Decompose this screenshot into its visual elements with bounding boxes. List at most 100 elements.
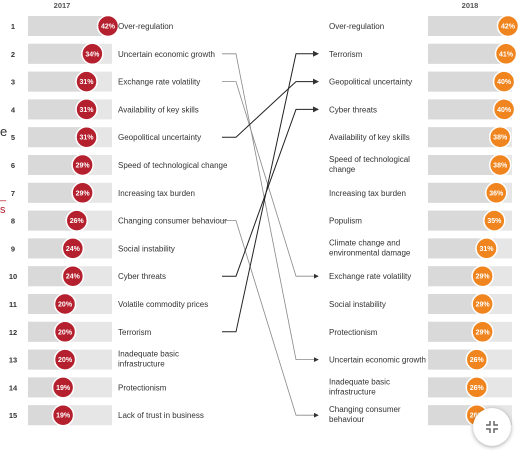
bar-fill-2017-exchange-rate-volatility — [28, 71, 89, 92]
rank-2: 2 — [11, 50, 15, 59]
label-2018-over-regulation: Over-regulation — [329, 22, 384, 31]
label-2018-social-instability: Social instability — [329, 300, 386, 309]
rank-10: 10 — [9, 272, 17, 281]
value-label-2018-geopolitical-uncertainty: 40% — [497, 79, 512, 86]
bar-fill-2018-inadequate-basic-infrastructure — [428, 377, 479, 398]
value-bubble-2017-uncertain-economic-growth — [81, 42, 104, 66]
side-mark-letter-red: s — [0, 204, 6, 216]
bar-fill-2018-availability-of-key-skills — [428, 127, 503, 148]
value-bubble-2017-exchange-rate-volatility — [75, 70, 98, 93]
label-2017-terrorism: Terrorism — [118, 328, 152, 337]
label-2018-populism: Populism — [329, 217, 362, 226]
rank-9: 9 — [11, 244, 15, 253]
bar-fill-2018-geopolitical-uncertainty — [428, 71, 507, 92]
year-2017-label: 2017 — [54, 1, 71, 10]
value-bubble-2017-volatile-commodity-prices — [53, 292, 77, 316]
rank-7: 7 — [11, 189, 15, 198]
value-bubble-2018-inadequate-basic-infrastructure — [465, 376, 489, 399]
label-2018-cyber-threats: Cyber threats — [329, 105, 377, 114]
connector-uncertain-economic-growth — [222, 53, 319, 363]
value-label-2018-social-instability: 29% — [476, 302, 491, 309]
label-2017-changing-consumer-behaviour: Changing consumer behaviour — [118, 217, 227, 226]
side-mark-letter: e — [0, 124, 8, 139]
bar-fill-2017-uncertain-economic-growth — [28, 43, 95, 64]
rank-15: 15 — [9, 411, 17, 420]
bar-fill-2018-uncertain-economic-growth — [428, 349, 479, 370]
value-label-2018-protectionism: 29% — [476, 329, 491, 336]
value-label-2018-inadequate-basic-infrastructure: 26% — [470, 385, 485, 392]
value-label-2017-inadequate-basic-infrastructure: 20% — [58, 357, 73, 364]
value-bubble-2017-social-instability — [61, 237, 85, 260]
connector-geopolitical-uncertainty — [222, 78, 319, 138]
value-bubble-2017-cyber-threats — [61, 264, 85, 288]
value-bubble-2018-increasing-tax-burden — [485, 181, 508, 205]
label-2018-climate-change-and-environmental-damage: Climate change and environmental damage — [329, 238, 411, 257]
label-2017-availability-of-key-skills: Availability of key skills — [118, 105, 199, 114]
label-2018-availability-of-key-skills: Availability of key skills — [329, 133, 410, 142]
value-bubble-2018-geopolitical-uncertainty — [492, 70, 516, 93]
bar-fill-2018-social-instability — [428, 294, 485, 314]
bar-fill-2018-climate-change-and-environmental-damage — [428, 238, 489, 259]
bar-fill-2018-cyber-threats — [428, 99, 507, 120]
value-label-2017-exchange-rate-volatility: 31% — [80, 79, 95, 86]
value-label-2017-volatile-commodity-prices: 20% — [58, 302, 73, 309]
label-2017-over-regulation: Over-regulation — [118, 22, 173, 31]
value-bubble-2018-terrorism — [494, 42, 518, 66]
value-bubble-2018-populism — [483, 209, 506, 232]
value-bubble-2017-increasing-tax-burden — [71, 181, 94, 205]
rank-8: 8 — [11, 217, 15, 226]
value-label-2017-terrorism: 20% — [58, 329, 73, 336]
rank-4: 4 — [11, 105, 16, 114]
value-bubble-2018-climate-change-and-environmental-damage — [475, 237, 498, 260]
label-2018-speed-of-technological-change: Speed of technological change — [329, 155, 410, 174]
value-label-2017-availability-of-key-skills: 31% — [80, 107, 95, 114]
rank-3: 3 — [11, 78, 15, 87]
label-2017-social-instability: Social instability — [118, 244, 175, 253]
label-2017-exchange-rate-volatility: Exchange rate volatility — [118, 78, 200, 87]
value-bubble-2017-speed-of-technological-change — [71, 153, 94, 177]
label-2018-protectionism: Protectionism — [329, 328, 378, 337]
rank-1: 1 — [11, 22, 15, 31]
value-label-2018-increasing-tax-burden: 36% — [489, 190, 504, 197]
value-bubble-2018-uncertain-economic-growth — [465, 348, 489, 371]
connector-exchange-rate-volatility — [222, 81, 319, 279]
label-2017-increasing-tax-burden: Increasing tax burden — [118, 189, 195, 198]
year-2018-label: 2018 — [462, 1, 479, 10]
bar-fill-2017-availability-of-key-skills — [28, 99, 89, 120]
value-bubble-2017-availability-of-key-skills — [75, 98, 98, 121]
bar-fill-2018-populism — [428, 210, 497, 231]
label-2018-exchange-rate-volatility: Exchange rate volatility — [329, 272, 411, 281]
label-2018-uncertain-economic-growth: Uncertain economic growth — [329, 356, 426, 365]
label-2017-geopolitical-uncertainty: Geopolitical uncertainty — [118, 133, 201, 142]
bar-fill-2017-increasing-tax-burden — [28, 182, 85, 203]
collapse-arrows-icon[interactable] — [473, 408, 511, 446]
value-label-2018-exchange-rate-volatility: 29% — [476, 274, 491, 281]
value-label-2017-protectionism: 19% — [56, 385, 71, 392]
bar-fill-2018-changing-consumer-behaviour — [428, 405, 479, 426]
collapse-arrows-glyph — [486, 421, 498, 433]
label-2017-uncertain-economic-growth: Uncertain economic growth — [118, 50, 215, 59]
label-2017-protectionism: Protectionism — [118, 383, 167, 392]
value-bubble-2018-speed-of-technological-change — [488, 153, 512, 177]
label-2017-lack-of-trust-in-business: Lack of trust in business — [118, 411, 204, 420]
value-label-2017-over-regulation: 42% — [101, 24, 116, 31]
bar-fill-2018-protectionism — [428, 321, 485, 342]
rank-13: 13 — [9, 356, 17, 365]
rank-14: 14 — [9, 383, 18, 392]
value-bubble-2018-protectionism — [471, 320, 494, 344]
bar-fill-2018-exchange-rate-volatility — [428, 266, 485, 287]
value-label-2018-speed-of-technological-change: 38% — [493, 163, 508, 170]
value-bubble-2017-over-regulation — [96, 14, 120, 38]
value-label-2017-cyber-threats: 24% — [66, 274, 81, 281]
value-bubble-2018-over-regulation — [496, 14, 520, 38]
value-label-2018-terrorism: 41% — [499, 51, 514, 58]
value-label-2018-uncertain-economic-growth: 26% — [470, 357, 485, 364]
value-bubble-2017-inadequate-basic-infrastructure — [53, 348, 77, 371]
value-label-2018-cyber-threats: 40% — [497, 107, 512, 114]
value-label-2018-climate-change-and-environmental-damage: 31% — [480, 246, 495, 253]
value-label-2018-over-regulation: 42% — [501, 24, 516, 31]
label-2017-inadequate-basic-infrastructure: Inadequate basic infrastructure — [118, 350, 179, 369]
connector-terrorism — [222, 50, 319, 333]
bar-fill-2018-increasing-tax-burden — [428, 182, 499, 203]
bar-fill-2017-changing-consumer-behaviour — [28, 210, 79, 231]
